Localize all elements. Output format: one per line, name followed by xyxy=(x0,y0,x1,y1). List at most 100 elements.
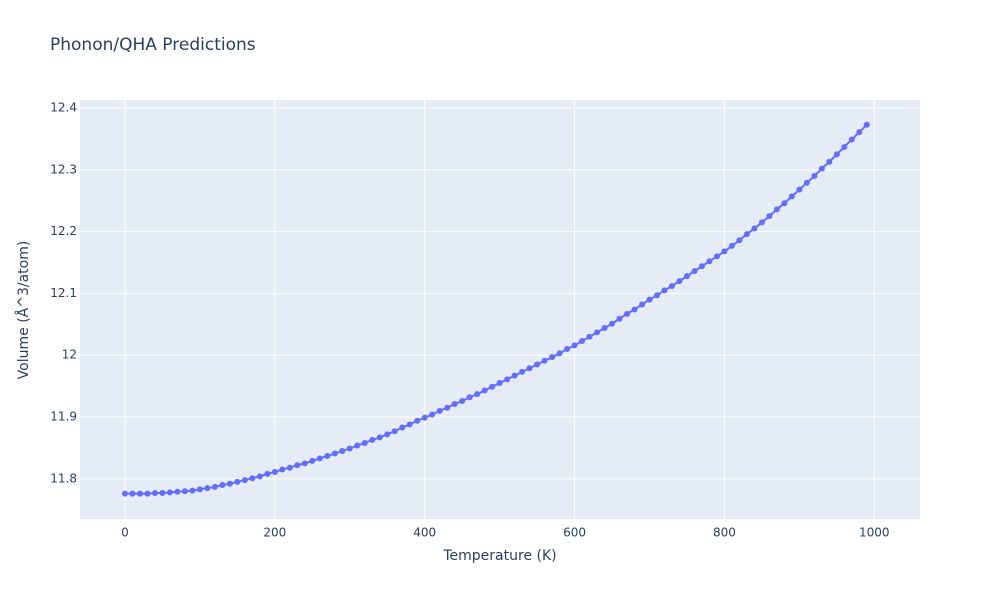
data-point xyxy=(391,428,398,435)
y-tick-label: 12 xyxy=(62,348,77,362)
data-point xyxy=(631,306,638,313)
data-point xyxy=(534,361,541,368)
data-point xyxy=(803,179,810,186)
data-point xyxy=(399,424,406,431)
data-point xyxy=(354,442,361,449)
data-point xyxy=(721,248,728,255)
data-point xyxy=(504,376,511,383)
data-point xyxy=(346,445,353,452)
data-point xyxy=(571,342,578,349)
data-point xyxy=(781,200,788,207)
data-point xyxy=(594,329,601,336)
y-tick-label: 12.2 xyxy=(50,224,77,238)
data-point xyxy=(159,490,166,497)
y-axis-title: Volume (Å^3/atom) xyxy=(15,241,32,380)
data-point xyxy=(766,213,773,220)
data-point xyxy=(788,193,795,200)
data-point xyxy=(421,414,428,421)
data-point xyxy=(728,242,735,249)
data-point xyxy=(406,421,413,428)
data-point xyxy=(189,487,196,494)
data-point xyxy=(481,387,488,394)
data-point xyxy=(698,263,705,270)
data-point xyxy=(811,173,818,180)
data-point xyxy=(451,401,458,408)
data-point xyxy=(758,219,765,226)
data-point xyxy=(549,354,556,361)
x-tick-label: 200 xyxy=(263,526,286,540)
data-point xyxy=(309,457,316,464)
chart-title: Phonon/QHA Predictions xyxy=(50,35,256,55)
data-point xyxy=(601,325,608,332)
data-point xyxy=(249,475,256,482)
data-point xyxy=(466,394,473,401)
data-point xyxy=(369,436,376,443)
data-point xyxy=(301,460,308,467)
data-point xyxy=(863,121,870,128)
data-point xyxy=(638,301,645,308)
data-point xyxy=(444,404,451,411)
data-point xyxy=(526,365,533,372)
data-point xyxy=(586,333,593,340)
data-point xyxy=(436,407,443,414)
data-point xyxy=(136,490,143,497)
data-point xyxy=(833,151,840,158)
data-point xyxy=(736,237,743,244)
x-tick-label: 600 xyxy=(563,526,586,540)
data-point xyxy=(181,488,188,495)
data-point xyxy=(384,431,391,438)
grid xyxy=(80,100,920,519)
data-point xyxy=(241,477,248,484)
y-tick-label: 11.8 xyxy=(50,471,77,485)
data-point xyxy=(339,448,346,455)
data-point xyxy=(226,480,233,487)
data-point xyxy=(743,231,750,238)
data-point xyxy=(564,346,571,353)
data-point xyxy=(541,357,548,364)
data-point xyxy=(683,273,690,280)
data-point xyxy=(624,310,631,317)
data-point xyxy=(234,478,241,485)
y-tick-label: 12.3 xyxy=(50,162,77,176)
data-point xyxy=(204,485,211,492)
data-point xyxy=(144,490,151,497)
y-tick-label: 12.1 xyxy=(50,286,77,300)
y-tick-label: 12.4 xyxy=(50,101,77,115)
data-point xyxy=(653,292,660,299)
data-point xyxy=(751,225,758,232)
data-point xyxy=(376,434,383,441)
data-point xyxy=(511,372,518,379)
data-point xyxy=(474,391,481,398)
y-tick-label: 11.9 xyxy=(50,410,77,424)
data-point xyxy=(668,283,675,290)
data-point xyxy=(579,338,586,345)
x-tick-label: 800 xyxy=(713,526,736,540)
data-point xyxy=(661,287,668,294)
plot-area xyxy=(80,100,920,519)
marks xyxy=(121,121,870,497)
data-point xyxy=(856,129,863,136)
data-point xyxy=(361,439,368,446)
x-axis-title: Temperature (K) xyxy=(442,548,556,564)
data-point xyxy=(219,482,226,489)
data-point xyxy=(496,380,503,387)
data-point xyxy=(286,464,293,471)
data-point xyxy=(556,350,563,357)
data-point xyxy=(256,473,263,480)
x-tick-label: 0 xyxy=(121,526,129,540)
data-point xyxy=(616,315,623,322)
data-point xyxy=(129,490,136,497)
x-tick-label: 1000 xyxy=(859,526,890,540)
data-point xyxy=(324,452,331,459)
data-point xyxy=(848,136,855,143)
data-point xyxy=(609,320,616,327)
data-point xyxy=(211,483,218,490)
data-point xyxy=(414,417,421,424)
data-point xyxy=(151,490,158,497)
data-point xyxy=(174,488,181,495)
data-point xyxy=(676,278,683,285)
data-line xyxy=(124,124,868,495)
data-point xyxy=(489,383,496,390)
data-point xyxy=(294,462,301,469)
